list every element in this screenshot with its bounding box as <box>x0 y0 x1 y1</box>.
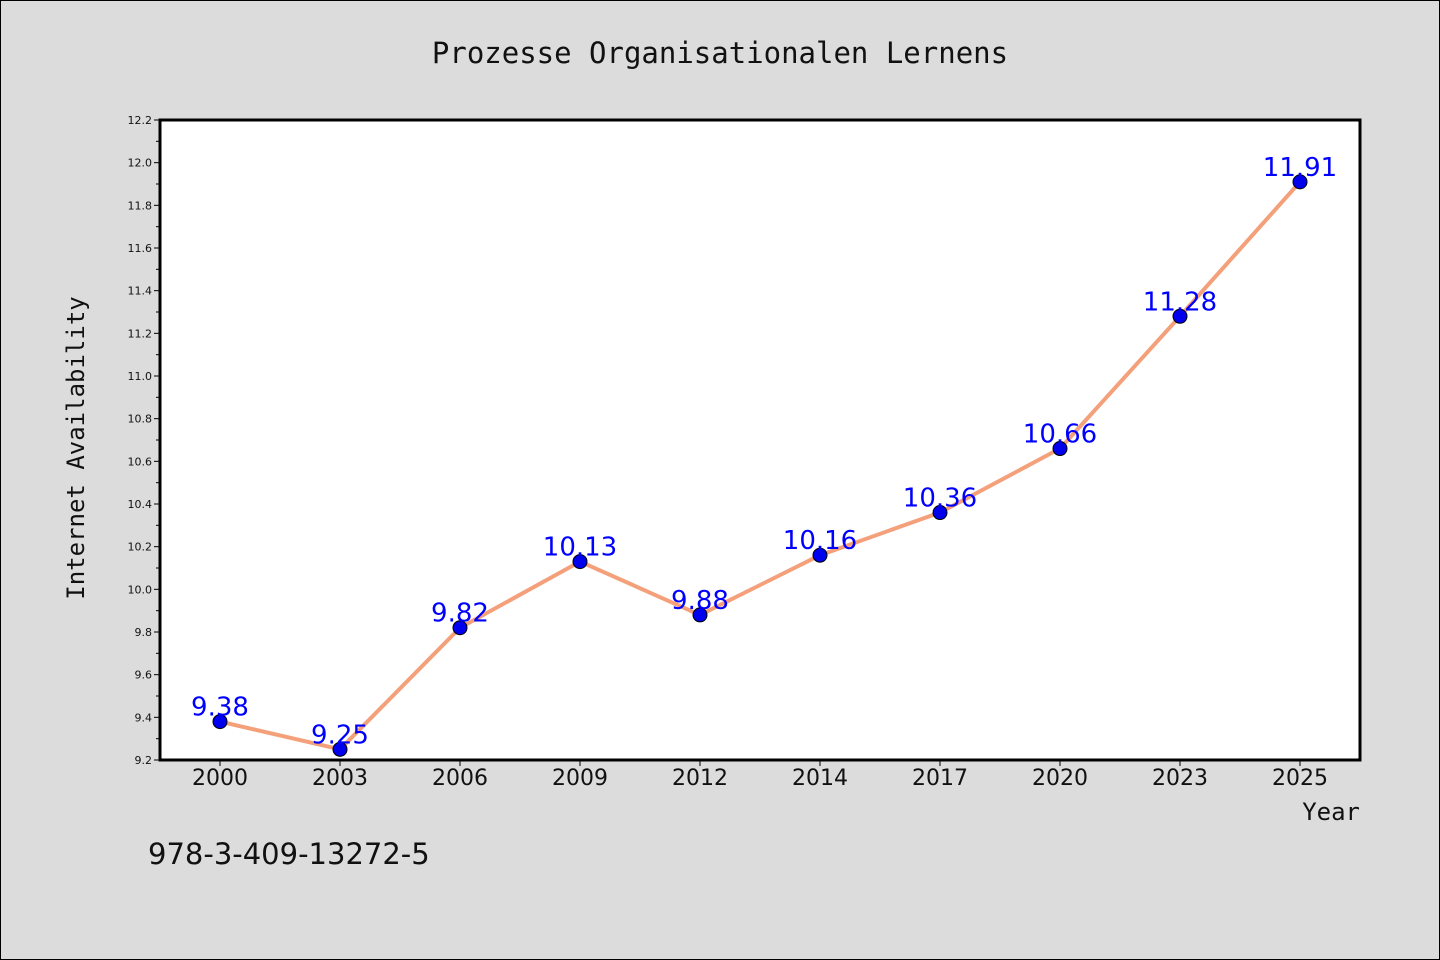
data-point <box>692 607 708 623</box>
y-tick-label: 12.0 <box>128 157 153 170</box>
y-tick-label: 11.6 <box>128 242 153 255</box>
data-label: 10.13 <box>543 533 617 563</box>
data-label: 10.16 <box>783 526 857 556</box>
x-tick-label: 2006 <box>432 766 488 791</box>
data-point <box>212 714 228 730</box>
data-label: 11.28 <box>1143 287 1217 317</box>
y-tick-label: 10.4 <box>128 498 153 511</box>
data-label: 9.88 <box>671 586 729 616</box>
series-line <box>219 180 1302 752</box>
data-point <box>1052 441 1068 457</box>
y-tick-label: 12.2 <box>128 114 153 127</box>
x-tick-label: 2014 <box>792 766 848 791</box>
x-tick-label: 2023 <box>1152 766 1208 791</box>
data-point <box>452 620 468 636</box>
data-point <box>332 741 348 757</box>
series-layer: 9.38 9.25 9.82 10.13 9.88 10.16 10.36 10.66 11.2… <box>191 153 1337 757</box>
x-tick-label: 2009 <box>552 766 608 791</box>
x-tick-label: 2020 <box>1032 766 1088 791</box>
y-tick-label: 11.2 <box>128 327 153 340</box>
x-tick-label: 2012 <box>672 766 728 791</box>
y-tick-label: 10.8 <box>128 413 153 426</box>
y-tick-label: 10.2 <box>128 541 153 554</box>
x-axis: 2000 2003 2006 2009 2012 2014 2017 2020 2023 2025 <box>192 760 1328 791</box>
x-tick-label: 2017 <box>912 766 968 791</box>
y-tick-label: 11.4 <box>128 285 153 298</box>
x-tick-label: 2003 <box>312 766 368 791</box>
data-point <box>812 547 828 563</box>
data-point <box>1172 308 1188 324</box>
x-axis-label: Year <box>1302 798 1360 826</box>
data-label: 9.25 <box>311 720 369 750</box>
x-tick-label: 2000 <box>192 766 248 791</box>
plot-area <box>158 118 1362 762</box>
data-label: 11.91 <box>1263 153 1337 183</box>
y-tick-label: 10.0 <box>128 583 153 596</box>
y-tick-label: 10.6 <box>128 455 153 468</box>
chart-title: Prozesse Organisationalen Lernens <box>432 36 1008 70</box>
y-tick-label: 9.4 <box>135 711 153 724</box>
y-tick-label: 9.8 <box>135 626 153 639</box>
y-axis-label: Internet Availability <box>62 296 90 599</box>
data-label: 9.82 <box>431 599 489 629</box>
data-label: 10.36 <box>903 484 977 514</box>
data-point <box>932 505 948 521</box>
y-tick-label: 11.8 <box>128 199 153 212</box>
data-point <box>1292 174 1308 190</box>
data-label: 9.38 <box>191 693 249 723</box>
x-tick-label: 2025 <box>1272 766 1328 791</box>
y-tick-label: 11.0 <box>128 370 153 383</box>
isbn-text: 978-3-409-13272-5 <box>148 837 430 871</box>
y-tick-label: 9.2 <box>135 754 153 767</box>
data-label: 10.66 <box>1023 420 1097 450</box>
data-point <box>572 554 588 570</box>
y-tick-label: 9.6 <box>135 669 153 682</box>
y-axis: 9.2 9.4 9.6 9.8 10.0 10.2 10.4 10.6 10.8 11.0 11.2… <box>128 114 160 767</box>
